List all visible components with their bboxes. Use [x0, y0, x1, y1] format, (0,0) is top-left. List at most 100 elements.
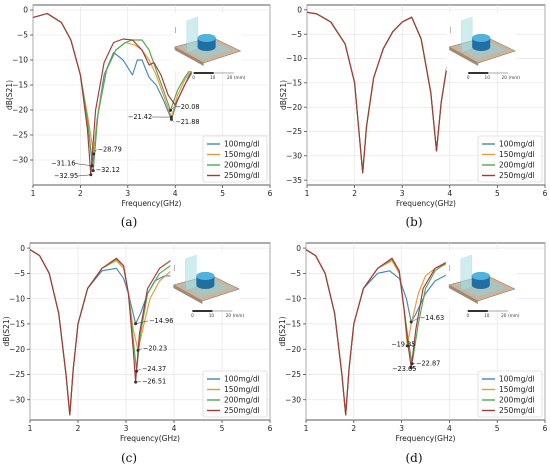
legend-label: 150mg/dl — [224, 385, 260, 394]
legend-box — [477, 135, 543, 183]
cylinder-cap — [472, 34, 491, 42]
cylinder-body — [196, 276, 215, 285]
y-axis-label: dB(S21) — [278, 316, 287, 346]
annotation-point — [409, 320, 413, 324]
x-tick-label: 1 — [28, 424, 33, 433]
legend-label: 150mg/dl — [499, 150, 535, 159]
annotation-point — [136, 348, 140, 352]
x-tick-label: 3 — [124, 424, 129, 433]
annotation-point — [89, 173, 93, 177]
panel-caption: (d) — [405, 451, 422, 465]
annotation-label: −28.79 — [97, 146, 121, 154]
chart-panel-d: 1 2 3 4 5 6 0 −5 −10 −15 −20 −25 −30 Frequency(GHz) dB… — [278, 242, 548, 465]
annotation-point — [134, 322, 138, 326]
x-axis-label: Frequency(GHz) — [122, 199, 182, 208]
legend-label: 250mg/dl — [224, 406, 260, 415]
scale-bar-label: 10 — [484, 313, 490, 318]
legend-label: 100mg/dl — [499, 375, 535, 384]
y-tick-label: −20 — [9, 345, 25, 354]
y-tick-label: −5 — [290, 269, 301, 278]
x-tick-label: 5 — [495, 424, 500, 433]
y-axis-label: dB(S21) — [279, 80, 288, 110]
series-line-250mg-dl — [305, 249, 460, 416]
y-tick-label: −5 — [291, 30, 302, 39]
legend-label: 250mg/dl — [499, 406, 535, 415]
inset-model-image: 0 10 20 (mm) — [445, 251, 520, 318]
y-tick-label: −30 — [9, 395, 25, 404]
substrate-edge — [448, 285, 478, 304]
annotation-point — [168, 108, 172, 112]
scale-bar-label: 10 — [485, 75, 491, 80]
cylinder-bottom — [471, 281, 490, 289]
x-tick-label: 4 — [173, 189, 178, 198]
scale-bar-label: 0 — [466, 313, 469, 318]
y-tick-label: −15 — [286, 79, 302, 88]
y-tick-label: −30 — [285, 395, 301, 404]
scale-bar-segment — [468, 72, 489, 74]
y-tick-label: −30 — [286, 152, 302, 161]
scale-bar-label: (mm) — [508, 313, 520, 318]
scale-bar-label: 20 — [227, 75, 233, 80]
panel-caption: (a) — [121, 215, 138, 229]
x-tick-label: 2 — [76, 424, 81, 433]
y-tick-label: −15 — [285, 320, 301, 329]
x-tick-label: 4 — [172, 424, 177, 433]
port-plane — [461, 16, 473, 54]
annotation-point — [91, 169, 95, 173]
scale-bar-label: 10 — [209, 313, 215, 318]
legend-label: 250mg/dl — [224, 171, 260, 180]
series-line-250mg-dl — [306, 11, 456, 174]
x-tick-label: 3 — [400, 189, 405, 198]
annotation-point — [169, 115, 173, 119]
x-tick-label: 3 — [399, 424, 404, 433]
annotation-label: −20.23 — [143, 345, 167, 353]
legend-label: 200mg/dl — [499, 396, 535, 405]
x-axis-label: Frequency(GHz) — [396, 199, 456, 208]
annotation-label: −14.96 — [149, 317, 173, 325]
annotation-label: −32.12 — [96, 166, 120, 174]
cylinder-body — [471, 276, 490, 285]
y-tick-label: 0 — [296, 244, 301, 253]
cylinder-bottom — [472, 43, 491, 51]
y-tick-label: −25 — [286, 127, 302, 136]
scale-bar-label: 0 — [191, 313, 194, 318]
x-tick-label: 1 — [305, 189, 310, 198]
scale-bar-label: 20 — [501, 313, 507, 318]
y-tick-label: −10 — [12, 56, 28, 65]
y-tick-label: −15 — [12, 81, 28, 90]
annotation-label: −14.63 — [420, 314, 444, 322]
annotation-label: −21.42 — [128, 113, 152, 121]
legend-label: 100mg/dl — [224, 140, 260, 149]
y-tick-label: 0 — [20, 244, 25, 253]
x-tick-label: 2 — [78, 189, 83, 198]
port-plane — [185, 254, 197, 292]
scale-bar-segment — [192, 310, 213, 312]
x-tick-label: 5 — [220, 189, 225, 198]
scale-bar-label: (mm) — [509, 75, 521, 80]
x-axis-label: Frequency(GHz) — [396, 434, 456, 443]
annotation-label: −26.51 — [142, 378, 166, 386]
annotation-label: −20.08 — [175, 103, 199, 111]
x-tick-label: 3 — [125, 189, 130, 198]
annotation-point — [135, 369, 139, 373]
scale-bar-segment — [467, 310, 488, 312]
annotation-point — [92, 152, 96, 156]
cylinder-body — [472, 38, 491, 47]
x-tick-label: 4 — [447, 424, 452, 433]
legend-label: 150mg/dl — [224, 150, 260, 159]
cylinder-bottom — [197, 43, 216, 51]
x-tick-label: 6 — [268, 424, 273, 433]
annotation-leader — [77, 174, 91, 177]
panel-caption: (b) — [405, 215, 422, 229]
legend-label: 200mg/dl — [499, 161, 535, 170]
x-tick-label: 6 — [268, 189, 273, 198]
scale-bar-label: 0 — [467, 75, 470, 80]
chart-panel-a: 1 2 3 4 5 6 0 −5 −10 −15 −20 −25 −30 Frequency(GHz) dB… — [5, 4, 273, 229]
inset-model-image: 0 10 20 (mm) — [171, 13, 246, 80]
annotation-label: −19.35 — [391, 341, 415, 349]
legend-label: 200mg/dl — [224, 396, 260, 405]
inset-model-image: 0 10 20 (mm) — [446, 13, 520, 80]
